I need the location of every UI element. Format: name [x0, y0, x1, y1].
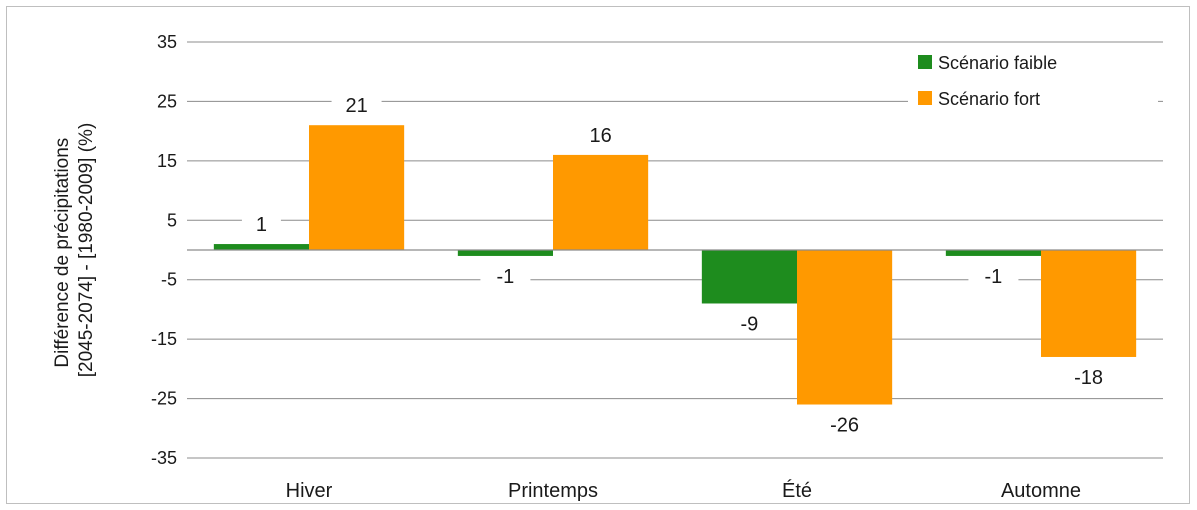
bars	[213, 125, 1137, 405]
y-axis-tick-labels: 35 25 15 5 -5 -15 -25 -35	[151, 32, 177, 468]
data-label: -1	[985, 266, 1003, 288]
legend-entry: Scénario faible	[938, 53, 1057, 73]
legend: Scénario faible Scénario fort	[908, 50, 1158, 125]
data-label: -18	[1074, 367, 1103, 389]
data-label-bg	[1058, 363, 1120, 390]
bar-1-1	[553, 154, 649, 250]
x-axis-tick-labels: Hiver Printemps Été Automne	[286, 479, 1081, 502]
legend-entry: Scénario fort	[938, 89, 1040, 109]
y-tick-label: -15	[151, 329, 177, 349]
data-label-bg	[480, 262, 531, 289]
y-tick-label: 15	[157, 151, 177, 171]
y-tick-label: -5	[161, 270, 177, 290]
y-tick-label: -25	[151, 389, 177, 409]
data-label: -26	[830, 415, 859, 437]
data-label: -9	[741, 313, 759, 335]
legend-swatch	[918, 55, 932, 69]
bar-0-1	[457, 250, 553, 256]
data-label-bg	[241, 211, 281, 238]
y-axis-label-line-1: Différence de précipitations	[52, 138, 73, 368]
bar-0-2	[701, 250, 797, 304]
legend-swatch	[918, 91, 932, 105]
data-label: 21	[345, 95, 367, 117]
x-tick-label: Automne	[1001, 480, 1081, 502]
data-label-bg	[814, 411, 876, 438]
y-axis-label: Différence de précipitations [2045-2074]…	[52, 123, 97, 378]
y-tick-label: 35	[157, 32, 177, 52]
legend-background	[908, 50, 1158, 125]
x-tick-label: Printemps	[508, 480, 598, 502]
bar-0-3	[945, 250, 1041, 256]
data-label-bg	[331, 92, 382, 119]
x-tick-label: Été	[782, 479, 812, 502]
data-label: -1	[497, 266, 515, 288]
y-axis-label-line-2: [2045-2074] - [1980-2009] (%)	[76, 123, 97, 378]
data-label-bg	[724, 310, 775, 337]
bar-1-0	[309, 125, 405, 250]
data-label: 1	[256, 214, 267, 236]
data-label-bg	[968, 262, 1019, 289]
x-tick-label: Hiver	[286, 480, 333, 502]
bar-1-3	[1041, 250, 1137, 357]
bar-1-2	[797, 250, 893, 405]
bar-0-0	[213, 244, 309, 250]
y-tick-label: 5	[167, 210, 177, 230]
data-labels: 1 -1 -9 -1 21 16 -26 -18	[241, 92, 1120, 438]
y-tick-label: 25	[157, 91, 177, 111]
chart-frame	[6, 6, 1190, 504]
data-label: 16	[589, 125, 611, 147]
y-tick-label: -35	[151, 448, 177, 468]
data-label-bg	[575, 121, 626, 148]
